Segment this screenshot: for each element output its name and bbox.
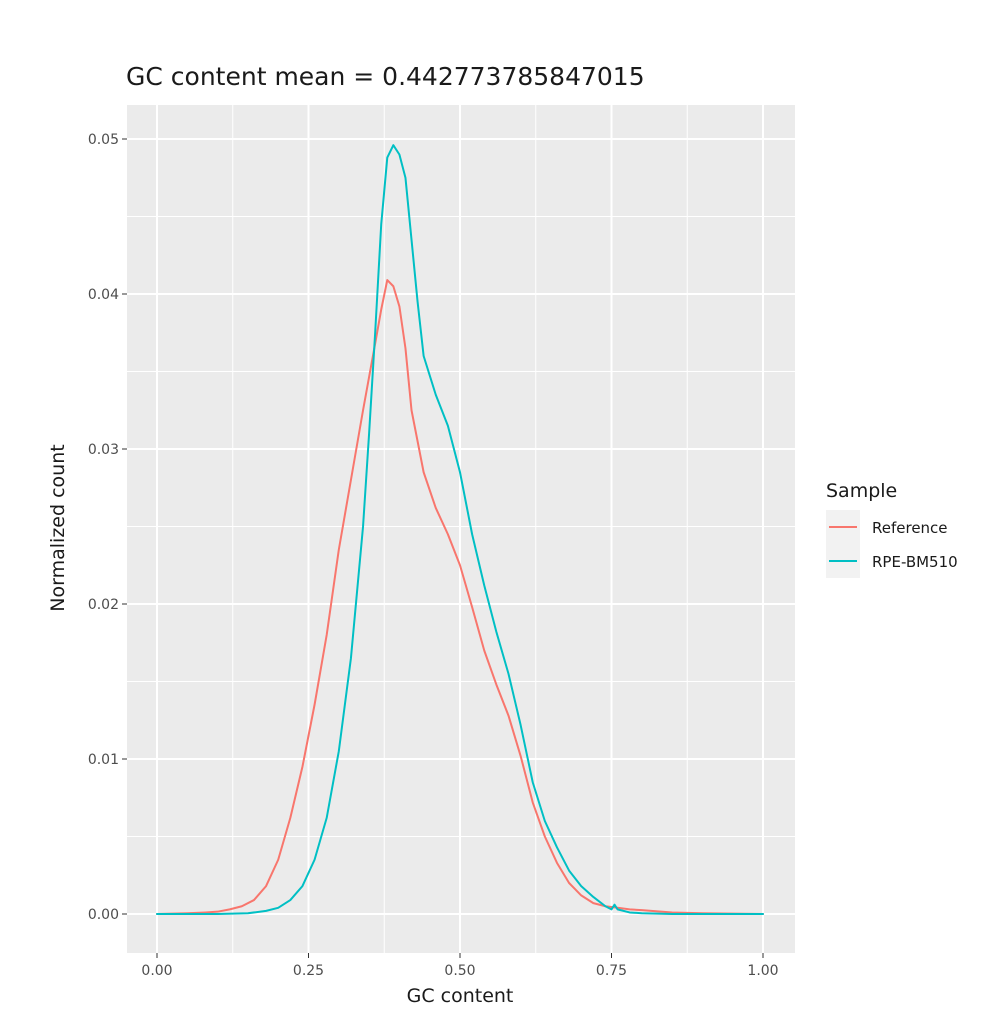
y-tick-label: 0.05 xyxy=(88,132,119,148)
y-tick-label: 0.01 xyxy=(88,752,119,768)
x-tick-label: 0.00 xyxy=(141,963,172,979)
grid-lines xyxy=(127,105,795,953)
legend-label-reference: Reference xyxy=(872,519,948,537)
y-axis-title: Normalized count xyxy=(47,444,69,611)
y-tick-label: 0.03 xyxy=(88,442,119,458)
x-axis-title: GC content xyxy=(407,985,514,1007)
y-tick-label: 0.04 xyxy=(88,287,119,303)
x-tick-label: 0.50 xyxy=(444,963,475,979)
series-line-reference xyxy=(156,279,764,915)
series-lines xyxy=(156,144,764,915)
axes: 0.00 0.25 0.50 0.75 1.00 0.00 0.01 0.02 0.03 0.04… xyxy=(88,132,779,979)
legend-items: Reference RPE-BM510 xyxy=(826,510,958,578)
y-tick-label: 0.00 xyxy=(88,907,119,923)
y-tick-label: 0.02 xyxy=(88,597,119,613)
legend-title: Sample xyxy=(826,480,897,502)
legend: Sample Reference RPE-BM510 xyxy=(826,480,958,578)
legend-label-rpe-bm510: RPE-BM510 xyxy=(872,553,958,571)
x-tick-label: 0.75 xyxy=(596,963,627,979)
x-tick-label: 0.25 xyxy=(293,963,324,979)
x-tick-label: 1.00 xyxy=(747,963,778,979)
chart-title: GC content mean = 0.442773785847015 xyxy=(126,62,645,91)
series-line-rpe-bm510 xyxy=(156,144,764,915)
